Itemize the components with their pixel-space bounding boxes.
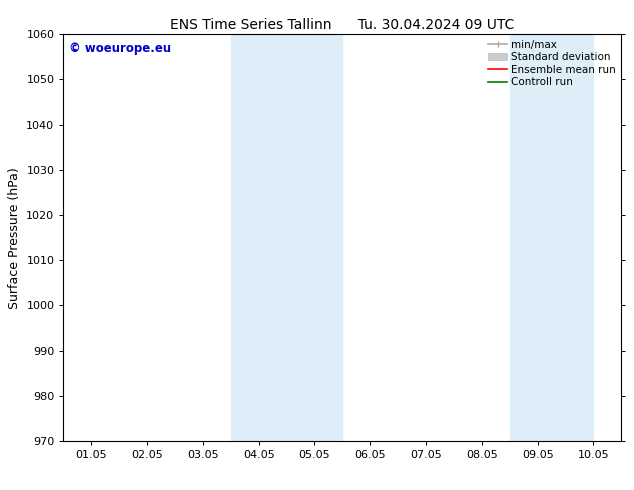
Bar: [287, 34, 342, 441]
Text: © woeurope.eu: © woeurope.eu: [69, 43, 171, 55]
Title: ENS Time Series Tallinn      Tu. 30.04.2024 09 UTC: ENS Time Series Tallinn Tu. 30.04.2024 0…: [170, 18, 515, 32]
Bar: [566, 34, 593, 441]
Bar: [231, 34, 287, 441]
Bar: [510, 34, 566, 441]
Legend: min/max, Standard deviation, Ensemble mean run, Controll run: min/max, Standard deviation, Ensemble me…: [486, 37, 618, 89]
Y-axis label: Surface Pressure (hPa): Surface Pressure (hPa): [8, 167, 21, 309]
